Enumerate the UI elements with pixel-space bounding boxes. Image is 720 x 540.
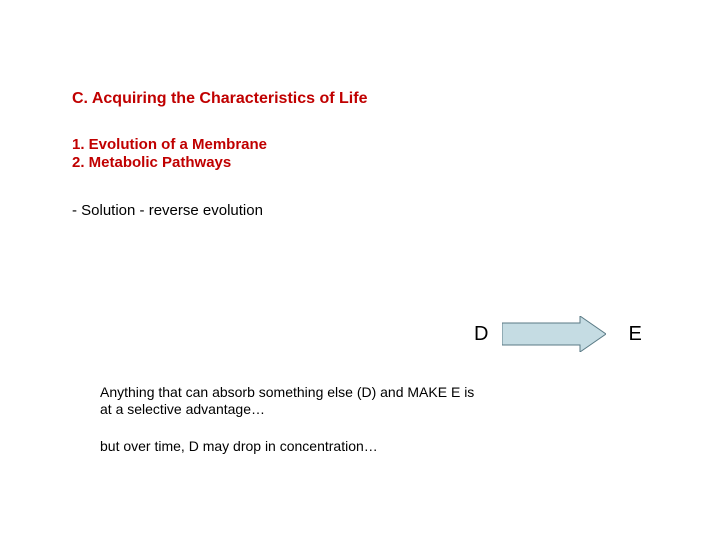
right-arrow-icon [502,316,606,352]
arrow [502,316,606,352]
arrow-diagram: DE [474,316,642,352]
section-heading: C. Acquiring the Characteristics of Life [72,90,367,108]
paragraph-1-line-2: at a selective advantage… [100,401,265,417]
list-item-1: 1. Evolution of a Membrane [72,136,267,153]
paragraph-1-line-1: Anything that can absorb something else … [100,384,474,400]
solution-line: - Solution - reverse evolution [72,202,263,219]
paragraph-2: but over time, D may drop in concentrati… [100,438,378,454]
diagram-label-e: E [628,323,641,346]
list-item-2: 2. Metabolic Pathways [72,154,231,171]
diagram-label-d: D [474,323,488,346]
slide: C. Acquiring the Characteristics of Life… [0,0,720,540]
